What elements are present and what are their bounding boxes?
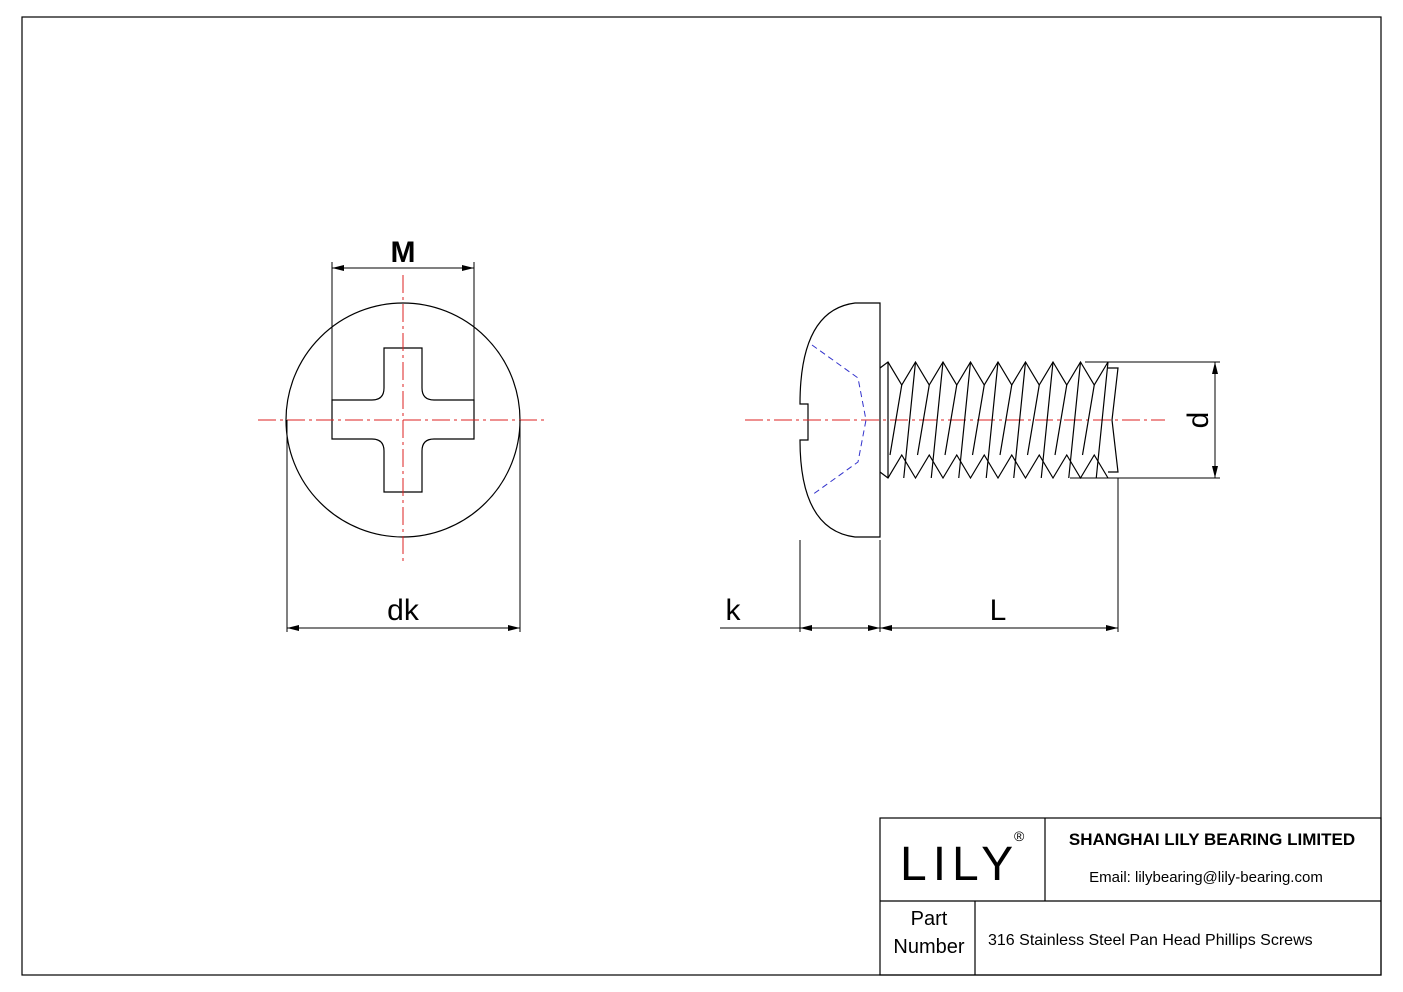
thread	[879, 453, 1109, 480]
dim-label-k: k	[726, 594, 742, 627]
part-name: 316 Stainless Steel Pan Head Phillips Sc…	[988, 932, 1313, 949]
dim-label-l: L	[990, 594, 1007, 627]
thread	[889, 361, 1109, 479]
dim-label-d: d	[1182, 412, 1215, 429]
thread	[879, 360, 1109, 387]
part-label: Part	[911, 908, 948, 930]
dim-label-dk: dk	[387, 594, 420, 627]
title-block	[879, 817, 1382, 976]
company-name: SHANGHAI LILY BEARING LIMITED	[1069, 830, 1355, 849]
front-view	[258, 262, 548, 632]
frame	[21, 16, 1382, 976]
dim-label-m: M	[391, 236, 416, 269]
email: Email: lilybearing@lily-bearing.com	[1089, 869, 1323, 886]
part-label: Number	[893, 936, 964, 958]
side-view	[720, 302, 1220, 632]
thread	[1108, 367, 1119, 473]
logo: LILY	[900, 838, 1019, 891]
registered-mark: ®	[1014, 828, 1025, 844]
